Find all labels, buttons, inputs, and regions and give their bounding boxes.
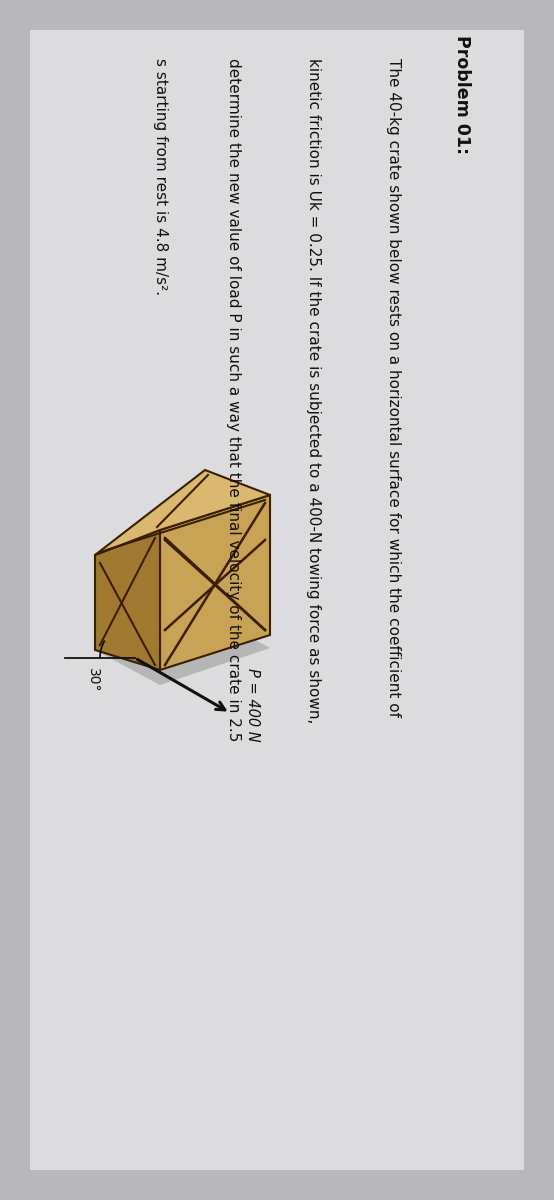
Text: determine the new value of load P in such a way that the final velocity of the c: determine the new value of load P in suc… [225, 58, 240, 742]
Polygon shape [95, 613, 270, 685]
Text: s starting from rest is 4.8 m/s².: s starting from rest is 4.8 m/s². [152, 58, 167, 295]
Text: P = 400 N: P = 400 N [245, 668, 260, 742]
Polygon shape [95, 470, 270, 554]
Text: The 40-kg crate shown below rests on a horizontal surface for which the coeffici: The 40-kg crate shown below rests on a h… [386, 58, 401, 716]
Polygon shape [30, 30, 524, 1170]
Text: kinetic friction is Uk = 0.25. If the crate is subjected to a 400-N towing force: kinetic friction is Uk = 0.25. If the cr… [305, 58, 321, 724]
Text: Problem 01:: Problem 01: [453, 36, 471, 155]
Polygon shape [160, 494, 270, 670]
Polygon shape [95, 530, 160, 670]
Text: 30°: 30° [86, 667, 100, 692]
